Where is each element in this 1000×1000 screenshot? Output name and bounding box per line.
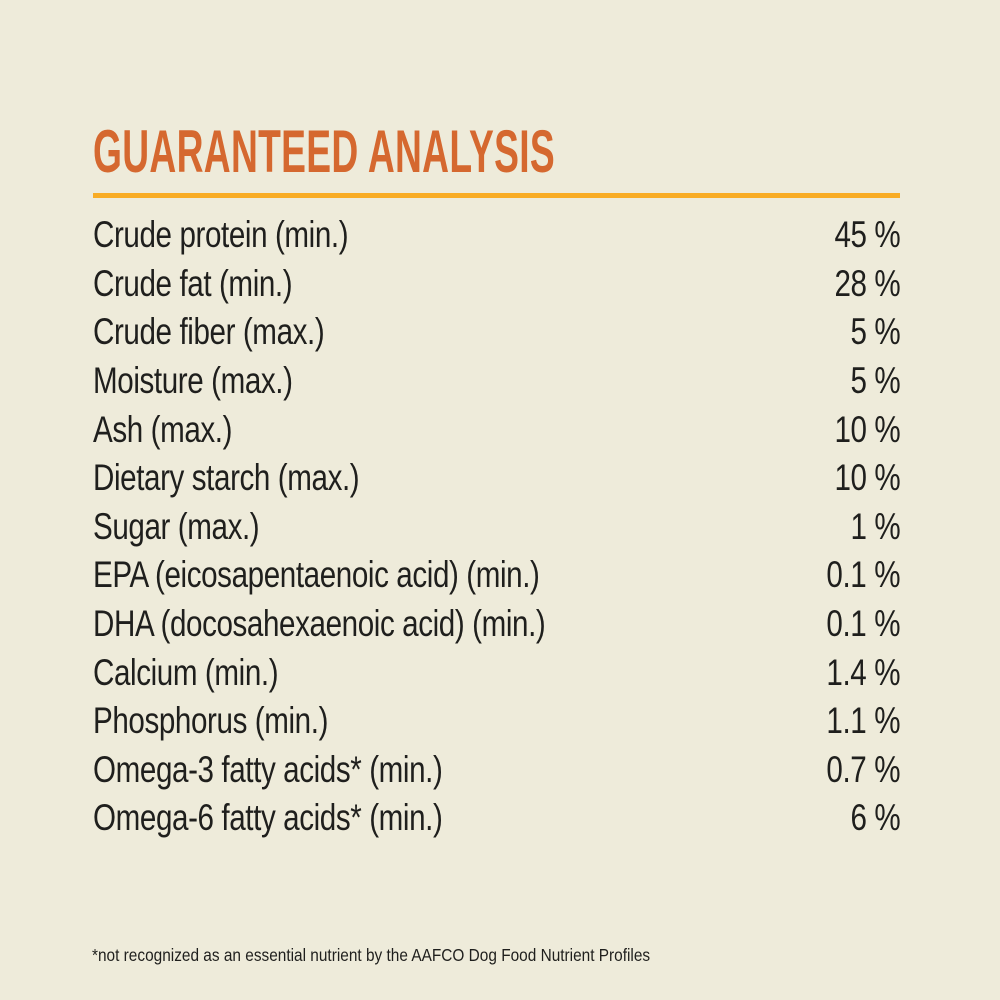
- nutrient-row: DHA (docosahexaenoic acid) (min.) 0.1 %: [93, 600, 900, 649]
- nutrient-row: Crude fiber (max.) 5 %: [93, 308, 900, 357]
- nutrient-row: Calcium (min.) 1.4 %: [93, 648, 900, 697]
- nutrient-row: Omega-6 fatty acids* (min.) 6 %: [93, 794, 900, 843]
- nutrient-value: 1.4 %: [826, 651, 900, 693]
- nutrient-label: Ash (max.): [93, 408, 233, 450]
- nutrient-value: 0.1 %: [826, 554, 900, 596]
- nutrient-value: 0.7 %: [826, 748, 900, 790]
- section-title: GUARANTEED ANALYSIS: [93, 118, 555, 185]
- nutrient-label: Crude fiber (max.): [93, 311, 325, 353]
- nutrient-row: Phosphorus (min.) 1.1 %: [93, 697, 900, 746]
- nutrient-label: Sugar (max.): [93, 505, 260, 547]
- nutrient-value: 10 %: [834, 408, 900, 450]
- nutrient-row: Dietary starch (max.) 10 %: [93, 454, 900, 503]
- nutrient-value: 0.1 %: [826, 603, 900, 645]
- nutrient-label: EPA (eicosapentaenoic acid) (min.): [93, 554, 540, 596]
- nutrient-row: Ash (max.) 10 %: [93, 405, 900, 454]
- nutrient-value: 1.1 %: [826, 700, 900, 742]
- nutrient-table: Crude protein (min.) 45 % Crude fat (min…: [93, 211, 900, 843]
- nutrient-row: EPA (eicosapentaenoic acid) (min.) 0.1 %: [93, 551, 900, 600]
- nutrient-row: Crude fat (min.) 28 %: [93, 260, 900, 309]
- nutrient-row: Crude protein (min.) 45 %: [93, 211, 900, 260]
- nutrient-label: Phosphorus (min.): [93, 700, 329, 742]
- nutrient-label: Calcium (min.): [93, 651, 279, 693]
- nutrient-label: Crude protein (min.): [93, 214, 349, 256]
- nutrient-row: Omega-3 fatty acids* (min.) 0.7 %: [93, 746, 900, 795]
- nutrient-value: 10 %: [834, 457, 900, 499]
- nutrient-value: 6 %: [850, 797, 900, 839]
- nutrient-label: Dietary starch (max.): [93, 457, 360, 499]
- nutrient-label: Omega-6 fatty acids* (min.): [93, 797, 443, 839]
- nutrient-label: Crude fat (min.): [93, 262, 293, 304]
- nutrient-value: 28 %: [834, 262, 900, 304]
- nutrient-label: DHA (docosahexaenoic acid) (min.): [93, 603, 546, 645]
- nutrient-value: 5 %: [850, 311, 900, 353]
- nutrient-row: Sugar (max.) 1 %: [93, 503, 900, 552]
- nutrient-label: Omega-3 fatty acids* (min.): [93, 748, 443, 790]
- nutrient-value: 45 %: [834, 214, 900, 256]
- nutrient-row: Moisture (max.) 5 %: [93, 357, 900, 406]
- nutrient-value: 1 %: [850, 505, 900, 547]
- footnote: *not recognized as an essential nutrient…: [92, 945, 651, 965]
- nutrient-label: Moisture (max.): [93, 360, 293, 402]
- nutrient-value: 5 %: [850, 360, 900, 402]
- title-underline: [93, 193, 900, 198]
